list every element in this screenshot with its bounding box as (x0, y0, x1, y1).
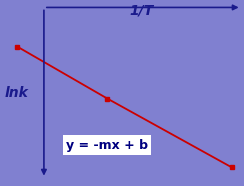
Text: lnk: lnk (5, 86, 29, 100)
Text: 1/T: 1/T (129, 4, 154, 18)
Text: y = -mx + b: y = -mx + b (66, 139, 148, 152)
